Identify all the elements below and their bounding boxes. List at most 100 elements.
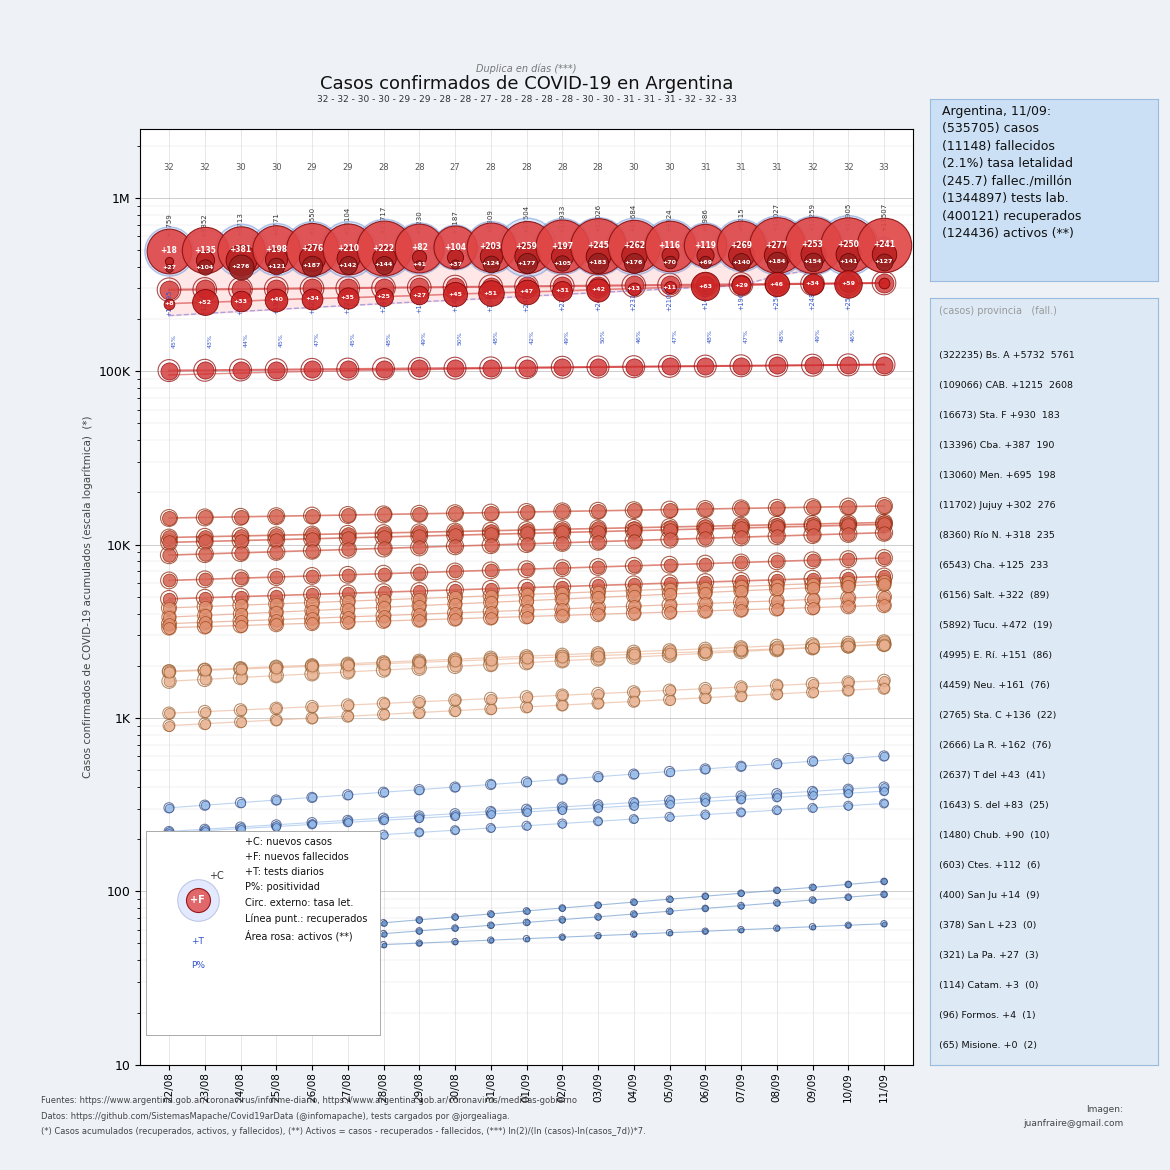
Text: (4995) E. Rí. +151  (86): (4995) E. Rí. +151 (86) [940, 651, 1052, 660]
Point [303, 542, 322, 560]
Point [517, 601, 536, 620]
Point [553, 276, 572, 295]
Point [159, 509, 178, 528]
Point [768, 918, 786, 937]
Point [731, 528, 750, 546]
Point [159, 281, 178, 300]
Point [768, 356, 786, 374]
Point [660, 521, 679, 539]
Point [731, 600, 750, 619]
Point [839, 597, 858, 615]
Point [374, 694, 393, 713]
Point [481, 608, 500, 627]
Point [517, 503, 536, 522]
Point [660, 573, 679, 592]
Point [338, 278, 357, 297]
Text: +11717: +11717 [380, 206, 386, 234]
Point [553, 652, 572, 670]
Point [446, 604, 464, 622]
Point [875, 356, 894, 374]
Point [267, 698, 285, 717]
Point [232, 291, 250, 310]
Point [803, 517, 821, 536]
Point [195, 528, 214, 546]
Point [267, 791, 285, 810]
Point [731, 803, 750, 821]
Point [731, 593, 750, 612]
Point [589, 276, 607, 295]
Text: (*) Casos acumulados (recuperados, activos, y fallecidos), (**) Activos = casos : (*) Casos acumulados (recuperados, activ… [41, 1127, 646, 1136]
Point [410, 239, 428, 257]
Point [517, 277, 536, 296]
Point [625, 648, 644, 667]
Point [839, 253, 858, 271]
Point [625, 682, 644, 701]
Point [553, 910, 572, 929]
Text: P%: P% [191, 962, 205, 970]
Point [803, 786, 821, 805]
Point [803, 525, 821, 544]
Text: +12027: +12027 [773, 204, 779, 232]
Point [589, 281, 607, 300]
Point [803, 782, 821, 800]
Point [267, 815, 285, 834]
Point [159, 590, 178, 608]
Point [303, 593, 322, 612]
Point [696, 357, 715, 376]
Point [696, 792, 715, 811]
Point [589, 768, 607, 786]
Point [803, 515, 821, 534]
Point [875, 634, 894, 653]
Point [875, 245, 894, 263]
Text: +10104: +10104 [345, 207, 351, 235]
Point [374, 239, 393, 257]
Point [696, 572, 715, 591]
Point [481, 603, 500, 621]
Point [338, 584, 357, 603]
Point [410, 504, 428, 523]
Point [768, 755, 786, 773]
Point [338, 607, 357, 626]
Text: 47%: 47% [744, 329, 749, 343]
Point [625, 276, 644, 295]
Point [553, 590, 572, 608]
Point [338, 813, 357, 832]
Text: +22413: +22413 [345, 287, 351, 314]
Point [875, 915, 894, 934]
Point [410, 934, 428, 952]
Point [875, 872, 894, 890]
Point [875, 356, 894, 374]
Point [446, 918, 464, 937]
Point [195, 837, 214, 855]
Point [481, 651, 500, 669]
Point [481, 805, 500, 824]
Point [338, 613, 357, 632]
Point [374, 661, 393, 680]
Text: 48%: 48% [386, 331, 391, 345]
Point [803, 515, 821, 534]
Text: +259: +259 [516, 242, 537, 252]
Text: +12259: +12259 [810, 204, 815, 232]
Point [232, 713, 250, 731]
Point [410, 611, 428, 629]
Point [481, 579, 500, 598]
Point [696, 529, 715, 548]
Point [481, 525, 500, 544]
Point [267, 922, 285, 941]
Point [625, 581, 644, 600]
Point [446, 238, 464, 256]
Point [446, 359, 464, 378]
Point [731, 236, 750, 255]
Point [589, 649, 607, 668]
Point [660, 236, 679, 255]
Point [803, 683, 821, 702]
Point [731, 677, 750, 696]
Point [481, 254, 500, 273]
Point [553, 502, 572, 521]
Point [625, 604, 644, 622]
Text: 45%: 45% [351, 332, 356, 346]
Point [446, 238, 464, 256]
Point [875, 679, 894, 697]
Point [195, 241, 214, 260]
Point [446, 522, 464, 541]
